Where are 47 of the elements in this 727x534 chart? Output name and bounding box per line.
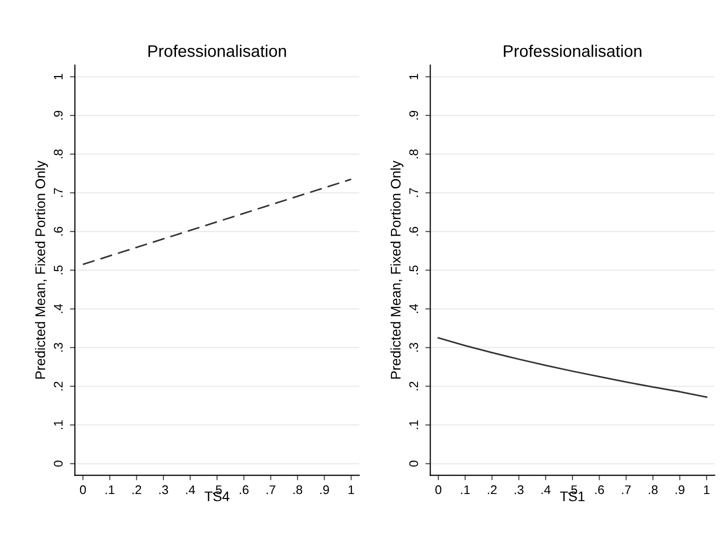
y-tick-label: .6 <box>54 226 63 236</box>
x-tick-label: .8 <box>293 485 302 494</box>
x-tick-label: .1 <box>461 485 470 494</box>
y-tick-label: .4 <box>54 304 63 313</box>
y-axis-title: Predicted Mean, Fixed Portion Only <box>390 160 404 379</box>
chart-title: Professionalisation <box>148 44 286 57</box>
y-tick-label: 1 <box>54 74 63 80</box>
x-tick-label: .7 <box>622 485 631 494</box>
x-tick-label: 1 <box>348 485 354 494</box>
y-tick-label: .5 <box>54 266 63 274</box>
y-tick-label: 1 <box>409 74 418 80</box>
y-tick-label: .9 <box>54 110 63 120</box>
x-tick-label: 1 <box>704 485 710 494</box>
x-tick-label: .3 <box>159 485 168 494</box>
y-tick-label: .3 <box>409 342 418 352</box>
y-tick-label: 0 <box>54 460 63 467</box>
y-axis-title: Predicted Mean, Fixed Portion Only <box>35 160 48 379</box>
x-tick-label: .2 <box>132 485 142 494</box>
y-tick-label: .7 <box>409 188 418 197</box>
x-tick-label: .6 <box>240 485 249 494</box>
y-tick-label: .1 <box>409 420 418 430</box>
y-tick-label: .4 <box>409 304 418 313</box>
y-tick-label: .5 <box>409 266 418 274</box>
y-tick-label: .7 <box>54 188 63 197</box>
y-tick-label: .1 <box>54 420 63 430</box>
chart-title: Professionalisation <box>504 44 642 57</box>
y-tick-label: .2 <box>409 382 418 390</box>
x-tick-label: .9 <box>676 485 684 494</box>
x-tick-label: .7 <box>266 485 276 494</box>
y-tick-label: .8 <box>409 149 418 158</box>
y-tick-label: .3 <box>54 342 63 352</box>
x-tick-label: .1 <box>106 485 114 494</box>
y-tick-label: .2 <box>54 382 63 390</box>
x-tick-label: .4 <box>186 485 196 494</box>
x-tick-label: 0 <box>435 485 442 494</box>
x-tick-label: .8 <box>648 485 658 494</box>
x-tick-label: .9 <box>320 485 329 494</box>
x-tick-label: .4 <box>542 485 550 494</box>
y-tick-label: 0 <box>409 460 418 467</box>
x-tick-label: 0 <box>80 485 86 494</box>
x-tick-label: .6 <box>595 485 604 494</box>
x-tick-label: .2 <box>488 485 497 494</box>
y-tick-label: .6 <box>409 226 418 236</box>
x-tick-label: .3 <box>514 485 524 494</box>
y-tick-label: .9 <box>409 110 418 120</box>
line-series <box>438 337 708 398</box>
y-tick-label: .8 <box>54 149 63 158</box>
